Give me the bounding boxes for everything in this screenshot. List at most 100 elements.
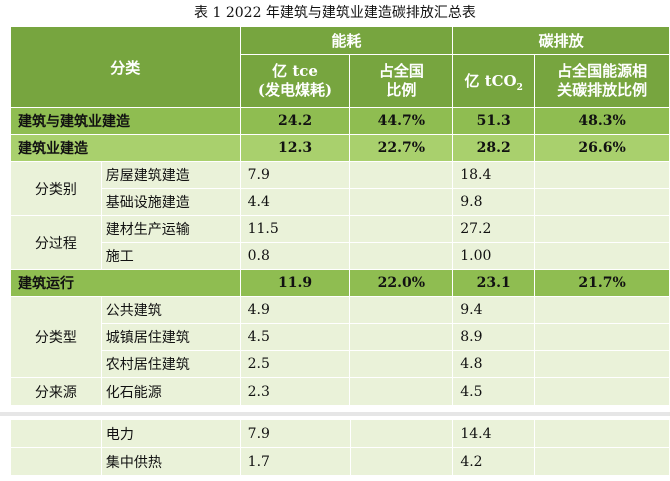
row-label: 建筑与建筑业建造 xyxy=(10,107,241,135)
empty-cell xyxy=(534,447,670,476)
empty-cell xyxy=(534,215,670,243)
empty-cell xyxy=(534,161,670,189)
group-label: 分过程 xyxy=(10,215,102,270)
table-row: 城镇居住建筑 4.5 8.9 xyxy=(11,323,670,351)
carbon-value: 27.2 xyxy=(452,215,536,243)
table-row: 分类别 房屋建筑建造 7.9 18.4 xyxy=(10,161,670,216)
table-row: 施工 0.8 1.00 xyxy=(11,242,670,270)
energy-share-value: 22.7% xyxy=(349,134,454,162)
table-row: 分类型 公共建筑 4.9 9.4 xyxy=(10,296,670,378)
group-label: 分来源 xyxy=(10,377,102,406)
empty-cell xyxy=(534,350,670,378)
summary-table-continued: 电力 7.9 14.4 集中供热 1.7 4.2 xyxy=(10,419,670,476)
energy-value: 1.7 xyxy=(239,447,351,476)
table-row: 基础设施建造 4.4 9.8 xyxy=(11,188,670,216)
energy-value: 4.4 xyxy=(239,188,351,216)
header-carbon-unit: 亿 tCO2 xyxy=(452,54,536,108)
empty-cell xyxy=(10,447,102,476)
table-row: 农村居住建筑 2.5 4.8 xyxy=(11,350,670,378)
empty-cell xyxy=(349,296,454,324)
energy-value: 11.5 xyxy=(239,215,351,243)
energy-value: 7.9 xyxy=(239,161,351,189)
energy-value: 7.9 xyxy=(239,419,351,448)
empty-cell xyxy=(534,296,670,324)
page-break-divider xyxy=(0,412,670,416)
row-label: 城镇居住建筑 xyxy=(100,323,241,351)
carbon-value: 14.4 xyxy=(452,419,536,448)
carbon-value: 8.9 xyxy=(452,323,536,351)
table-caption: 表 1 2022 年建筑与建筑业建造碳排放汇总表 xyxy=(194,5,476,21)
table-row: 分来源 化石能源 2.3 4.5 xyxy=(10,377,670,406)
empty-cell xyxy=(534,188,670,216)
empty-cell xyxy=(349,242,454,270)
table-row: 集中供热 1.7 4.2 xyxy=(10,447,670,476)
carbon-share-value: 48.3% xyxy=(534,107,670,135)
empty-cell xyxy=(349,161,454,189)
empty-cell xyxy=(534,323,670,351)
energy-share-line2: 比例 xyxy=(386,81,417,99)
carbon-value: 9.8 xyxy=(452,188,536,216)
header-energy-share: 占全国 比例 xyxy=(349,54,454,108)
row-label: 建材生产运输 xyxy=(100,215,241,243)
empty-cell xyxy=(10,419,102,448)
group-label: 分类别 xyxy=(10,161,102,216)
table-row-total-operation: 建筑运行 11.9 22.0% 23.1 21.7% xyxy=(10,269,670,297)
energy-unit-line1: 亿 tce xyxy=(272,62,318,80)
energy-value: 4.9 xyxy=(239,296,351,324)
table-row: 分过程 建材生产运输 11.5 27.2 xyxy=(10,215,670,270)
energy-value: 0.8 xyxy=(239,242,351,270)
carbon-share-line1: 占全国能源相 xyxy=(557,62,648,80)
energy-value: 4.5 xyxy=(239,323,351,351)
carbon-share-line2: 关碳排放比例 xyxy=(557,81,648,99)
empty-cell xyxy=(534,419,670,448)
row-label: 建筑业建造 xyxy=(10,134,241,162)
carbon-value: 4.2 xyxy=(452,447,536,476)
carbon-value: 9.4 xyxy=(452,296,536,324)
carbon-value: 51.3 xyxy=(452,107,536,135)
empty-cell xyxy=(349,419,454,448)
carbon-unit-main: 亿 tCO xyxy=(464,71,517,90)
carbon-value: 23.1 xyxy=(452,269,536,297)
carbon-value: 1.00 xyxy=(452,242,536,270)
carbon-value: 28.2 xyxy=(452,134,536,162)
row-label: 建筑运行 xyxy=(10,269,241,297)
energy-value: 2.3 xyxy=(239,377,351,406)
carbon-share-value: 26.6% xyxy=(534,134,670,162)
empty-cell xyxy=(349,350,454,378)
group-label: 分类型 xyxy=(10,296,102,378)
header-category: 分类 xyxy=(10,26,241,108)
energy-unit-line2: (发电煤耗) xyxy=(257,81,333,99)
carbon-value: 4.8 xyxy=(452,350,536,378)
empty-cell xyxy=(349,215,454,243)
summary-table-main: 分类 能耗 碳排放 亿 tce (发电煤耗) 占全国 比例 亿 tCO2 占全国… xyxy=(10,26,670,406)
header-energy-unit: 亿 tce (发电煤耗) xyxy=(239,54,351,108)
empty-cell xyxy=(349,447,454,476)
energy-share-value: 44.7% xyxy=(349,107,454,135)
header-carbon: 碳排放 xyxy=(452,26,670,55)
empty-cell xyxy=(534,242,670,270)
energy-value: 11.9 xyxy=(239,269,351,297)
energy-value: 12.3 xyxy=(239,134,351,162)
header-energy: 能耗 xyxy=(239,26,454,55)
row-label: 集中供热 xyxy=(100,447,241,476)
energy-share-value: 22.0% xyxy=(349,269,454,297)
table-row: 电力 7.9 14.4 xyxy=(10,419,670,448)
row-label: 房屋建筑建造 xyxy=(100,161,241,189)
empty-cell xyxy=(534,377,670,406)
row-label: 施工 xyxy=(100,242,241,270)
energy-value: 24.2 xyxy=(239,107,351,135)
table-row-total-all: 建筑与建筑业建造 24.2 44.7% 51.3 48.3% xyxy=(10,107,670,135)
row-label: 农村居住建筑 xyxy=(100,350,241,378)
carbon-share-value: 21.7% xyxy=(534,269,670,297)
row-label: 公共建筑 xyxy=(100,296,241,324)
table-row-total-construction: 建筑业建造 12.3 22.7% 28.2 26.6% xyxy=(10,134,670,162)
energy-value: 2.5 xyxy=(239,350,351,378)
carbon-unit-sub: 2 xyxy=(516,82,523,93)
row-label: 化石能源 xyxy=(100,377,241,406)
energy-share-line1: 占全国 xyxy=(378,62,424,80)
empty-cell xyxy=(349,323,454,351)
carbon-value: 18.4 xyxy=(452,161,536,189)
row-label: 电力 xyxy=(100,419,241,448)
header-carbon-share: 占全国能源相 关碳排放比例 xyxy=(534,54,670,108)
carbon-value: 4.5 xyxy=(452,377,536,406)
